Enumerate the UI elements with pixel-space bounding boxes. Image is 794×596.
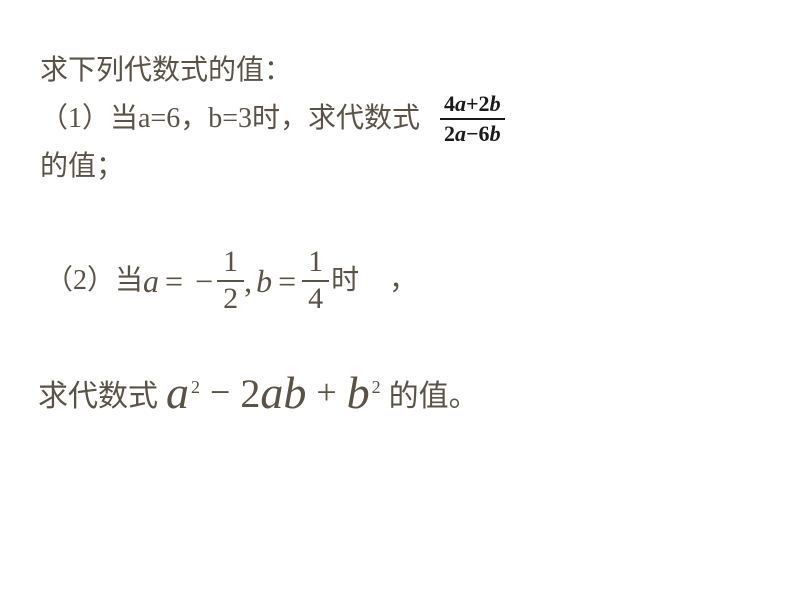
expr-sq1: 2 xyxy=(191,378,200,396)
quadratic-expression: a 2 − 2 a b + b 2 xyxy=(166,370,381,416)
fraction-a: 1 2 xyxy=(217,245,244,316)
q2-expression-line: 求代数式 a 2 − 2 a b + b 2 的值。 xyxy=(38,370,479,416)
q2-prefix: （2）当 xyxy=(45,260,143,302)
expr-b: b xyxy=(347,370,370,416)
frac1-numerator: 4a+2b xyxy=(440,92,505,120)
shi: 时 xyxy=(331,260,359,302)
negative-sign: − xyxy=(195,260,213,302)
q2-trailing-comma: ， xyxy=(389,260,417,302)
comma: , xyxy=(244,260,252,302)
q2-expr-prefix: 求代数式 xyxy=(38,371,158,415)
expr-ab-b: b xyxy=(283,370,306,416)
fraction-expr-1: 4a+2b 2a−6b xyxy=(440,92,505,146)
expr-plus: + xyxy=(316,374,336,410)
fraction-b: 1 4 xyxy=(302,245,329,316)
q2-line: （2）当 a = − 1 2 , b = 1 4 时 ， xyxy=(45,245,417,316)
expr-ab-a: a xyxy=(260,370,283,416)
expr-minus: − xyxy=(210,374,230,410)
var-b: b xyxy=(256,260,272,302)
var-a: a xyxy=(143,260,159,302)
q1-suffix: 的值； xyxy=(40,146,754,188)
q2-expr-suffix: 的值。 xyxy=(389,371,479,415)
problem-block: 求下列代数式的值： （1）当a=6，b=3时，求代数式 4a+2b 2a−6b … xyxy=(40,50,754,188)
frac1-denominator: 2a−6b xyxy=(440,120,505,146)
q1-text: （1）当a=6，b=3时，求代数式 xyxy=(40,98,420,140)
q1-line: （1）当a=6，b=3时，求代数式 4a+2b 2a−6b xyxy=(40,92,754,146)
q2-math: a = − 1 2 , b = 1 4 xyxy=(143,245,329,316)
equals-2: = xyxy=(278,260,296,302)
expr-a: a xyxy=(166,370,189,416)
equals-1: = xyxy=(165,260,183,302)
intro-line: 求下列代数式的值： xyxy=(40,50,754,92)
expr-sq2: 2 xyxy=(372,378,381,396)
expr-two: 2 xyxy=(240,374,260,414)
